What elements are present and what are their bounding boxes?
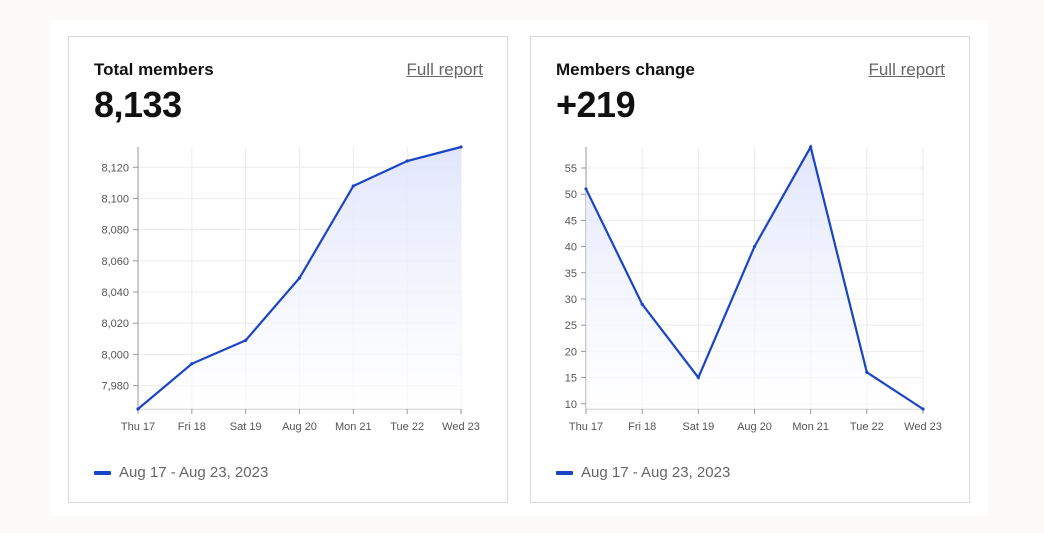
data-point [809,145,813,149]
legend-swatch [556,470,573,475]
data-point [696,375,700,380]
y-tick-label: 8,040 [101,287,129,299]
y-tick-label: 8,060 [101,256,129,268]
total-members-card: Total members Full report 8,133 7,980 8,0… [68,36,508,503]
y-tick-label: 45 [565,215,577,227]
y-tick-label: 20 [565,346,577,358]
members-change-chart: 10 15 20 25 30 35 40 45 50 55 Thu 17 Fri 18 Sat 19 Au… [565,144,942,433]
members-change-value: +219 [556,84,636,125]
x-tick-label: Thu 17 [121,421,155,433]
y-tick-label: 8,000 [101,349,129,361]
y-tick-label: 8,120 [101,162,129,174]
x-tick-label: Mon 21 [792,421,829,433]
data-point [865,370,869,374]
legend-label: Aug 17 - Aug 23, 2023 [119,464,269,481]
x-tick-label: Sat 19 [230,421,262,433]
data-point [244,338,248,342]
y-tick-label: 55 [565,163,577,175]
y-tick-label: 15 [565,373,577,385]
full-report-link[interactable]: Full report [406,60,483,79]
data-point [297,276,302,280]
card-title: Total members [94,60,214,79]
data-point [351,184,355,188]
data-point [190,362,194,366]
x-tick-label: Wed 23 [442,421,480,433]
y-tick-label: 50 [565,189,577,201]
x-tick-label: Thu 17 [569,421,603,433]
data-point [405,159,409,163]
data-point [752,244,757,249]
y-tick-label: 8,080 [101,225,129,237]
y-tick-label: 10 [565,399,577,411]
card-title: Members change [556,60,695,79]
y-tick-label: 8,100 [101,193,129,205]
data-point [921,407,925,411]
chart-legend: Aug 17 - Aug 23, 2023 [556,464,730,481]
data-point [136,407,140,411]
y-tick-label: 25 [565,320,577,332]
x-tick-label: Sat 19 [682,421,714,433]
y-tick-label: 7,980 [101,381,129,393]
total-members-value: 8,133 [94,84,182,125]
x-tick-label: Tue 22 [850,421,884,433]
data-point [459,145,463,149]
x-tick-label: Tue 22 [390,421,424,433]
x-tick-label: Fri 18 [178,421,206,433]
y-tick-label: 30 [565,294,577,306]
series-area [586,147,923,409]
x-tick-label: Wed 23 [904,421,942,433]
chart-legend: Aug 17 - Aug 23, 2023 [94,464,268,481]
members-change-card: Members change Full report +219 10 15 20 25… [530,36,970,503]
data-point [584,187,588,191]
x-tick-label: Aug 20 [737,421,772,433]
data-point [640,302,644,306]
full-report-link[interactable]: Full report [868,60,945,79]
x-tick-label: Fri 18 [628,421,656,433]
legend-label: Aug 17 - Aug 23, 2023 [581,464,731,481]
legend-swatch [94,470,111,475]
y-tick-label: 40 [565,242,577,254]
y-tick-label: 8,020 [101,318,129,330]
x-tick-label: Mon 21 [335,421,372,433]
total-members-chart: 7,980 8,000 8,020 8,040 8,060 8,080 8,100 8,120… [101,145,480,433]
x-tick-label: Aug 20 [282,421,317,433]
y-tick-label: 35 [565,268,577,280]
